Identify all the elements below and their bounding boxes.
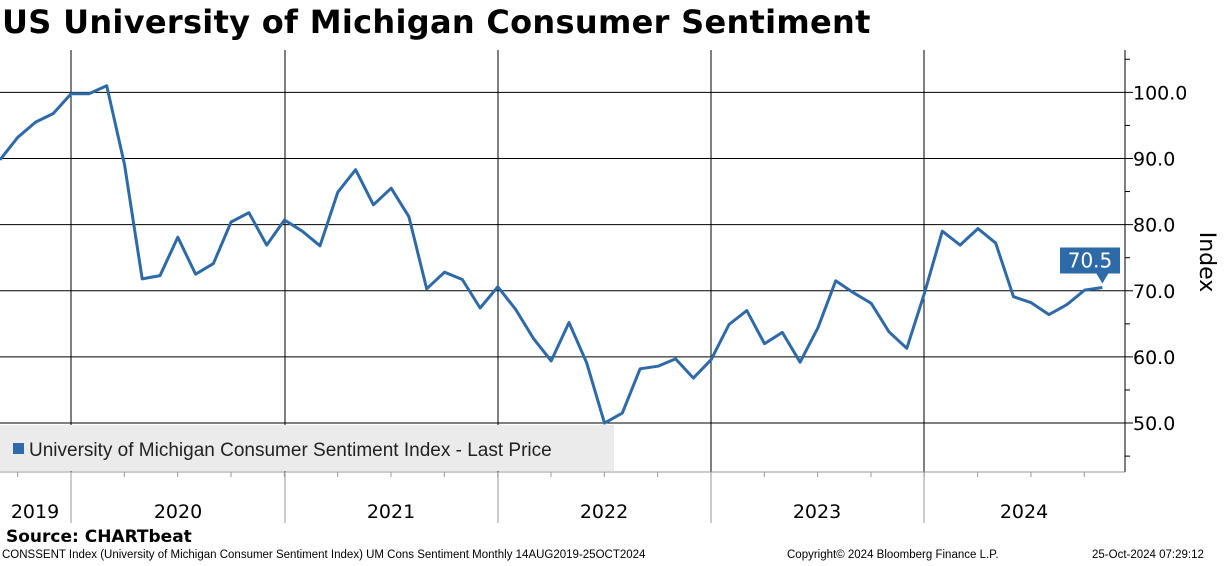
y-tick-label: 70.0 [1133, 281, 1175, 303]
gridlines [0, 50, 1133, 472]
x-axis: 2019 2020 2021 2022 2023 2024 [0, 471, 1125, 523]
y-tick-label: 50.0 [1133, 413, 1175, 435]
last-value-marker: 70.5 [1060, 247, 1120, 284]
y-axis-label: Index [1194, 232, 1219, 293]
x-year-label: 2024 [1000, 501, 1048, 523]
x-year-label: 2023 [793, 501, 841, 523]
y-tick-label: 60.0 [1133, 347, 1175, 369]
legend-swatch [13, 443, 24, 454]
y-tick-label: 100.0 [1133, 82, 1187, 104]
y-tick-label: 80.0 [1133, 215, 1175, 237]
chart-title: US University of Michigan Consumer Senti… [2, 3, 871, 41]
legend-label: University of Michigan Consumer Sentimen… [29, 440, 552, 461]
x-year-label: 2022 [580, 501, 628, 523]
y-tick-label: 90.0 [1133, 148, 1175, 170]
footer-description: CONSSENT Index (University of Michigan C… [2, 549, 646, 561]
series-line [0, 84, 1103, 425]
x-year-label: 2019 [11, 501, 59, 523]
x-year-label: 2020 [154, 501, 202, 523]
legend-background [0, 425, 614, 471]
footer-copyright: Copyright© 2024 Bloomberg Finance L.P. [787, 549, 999, 561]
last-value-label: 70.5 [1068, 248, 1113, 272]
footer-timestamp: 25-Oct-2024 07:29:12 [1092, 549, 1204, 561]
y-axis: 100.0 90.0 80.0 70.0 60.0 50.0 [1124, 50, 1187, 472]
source-label: Source: CHARTbeat [6, 527, 192, 547]
series-group [0, 84, 1103, 425]
legend: University of Michigan Consumer Sentimen… [0, 425, 614, 471]
x-year-label: 2021 [367, 501, 415, 523]
